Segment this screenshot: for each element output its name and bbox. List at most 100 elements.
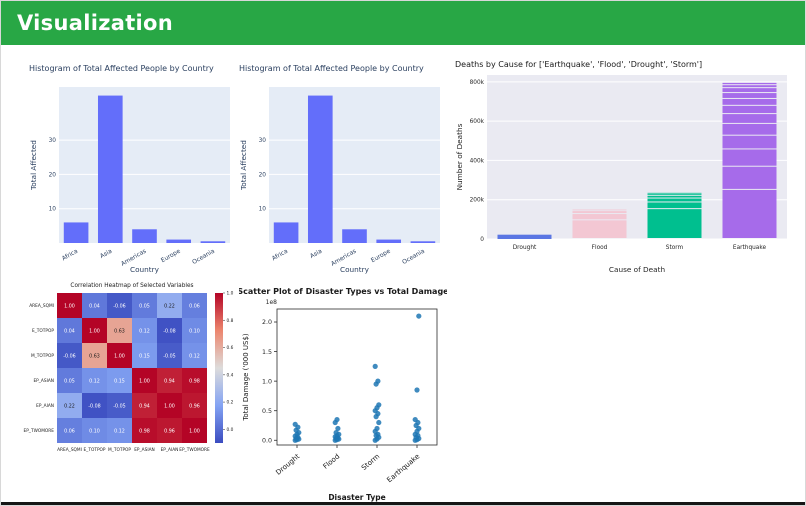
svg-text:0.94: 0.94 xyxy=(139,403,150,409)
svg-text:E_TOTPOP: E_TOTPOP xyxy=(32,328,54,334)
svg-text:EP_AIAN: EP_AIAN xyxy=(161,447,179,453)
svg-text:0.0: 0.0 xyxy=(227,427,234,433)
svg-text:1.00: 1.00 xyxy=(64,303,75,309)
svg-text:-0.05: -0.05 xyxy=(113,403,125,409)
svg-text:Country: Country xyxy=(130,265,160,274)
svg-text:0.05: 0.05 xyxy=(139,303,150,309)
svg-text:0.10: 0.10 xyxy=(189,328,200,334)
svg-text:EP_AIAN: EP_AIAN xyxy=(36,403,54,409)
page-header: Visualization xyxy=(1,1,805,45)
svg-text:EP_TWOMORE: EP_TWOMORE xyxy=(179,447,210,453)
svg-text:0.05: 0.05 xyxy=(64,378,75,384)
svg-text:10: 10 xyxy=(49,207,57,213)
svg-text:Oceania: Oceania xyxy=(401,248,426,266)
svg-text:400k: 400k xyxy=(470,158,485,164)
svg-text:1.0: 1.0 xyxy=(227,291,234,297)
svg-text:0.06: 0.06 xyxy=(64,428,75,434)
svg-text:0.2: 0.2 xyxy=(227,400,234,406)
svg-text:Total Affected: Total Affected xyxy=(239,140,248,191)
svg-text:0.8: 0.8 xyxy=(227,318,234,324)
svg-text:Africa: Africa xyxy=(61,248,80,263)
svg-text:1.0: 1.0 xyxy=(262,378,272,385)
svg-text:Disaster Type: Disaster Type xyxy=(328,493,385,502)
svg-text:0.12: 0.12 xyxy=(189,353,200,359)
svg-text:1.5: 1.5 xyxy=(262,349,272,356)
svg-text:-0.08: -0.08 xyxy=(163,328,175,334)
svg-text:Flood: Flood xyxy=(322,452,342,470)
svg-text:M_TOTPOP: M_TOTPOP xyxy=(108,447,131,453)
svg-text:0.06: 0.06 xyxy=(189,303,200,309)
svg-text:Asia: Asia xyxy=(99,248,114,261)
window-bottom-edge xyxy=(1,502,805,505)
svg-text:30: 30 xyxy=(259,138,267,144)
svg-text:0.10: 0.10 xyxy=(89,428,100,434)
svg-text:Drought: Drought xyxy=(274,452,301,477)
svg-text:0.0: 0.0 xyxy=(262,437,272,444)
svg-text:20: 20 xyxy=(259,172,267,178)
svg-text:-0.08: -0.08 xyxy=(88,403,100,409)
svg-text:Africa: Africa xyxy=(271,248,290,263)
svg-text:Cause of Death: Cause of Death xyxy=(609,265,665,274)
svg-text:Storm: Storm xyxy=(666,245,684,251)
svg-text:0.15: 0.15 xyxy=(139,353,150,359)
correlation-heatmap: Correlation Heatmap of Selected Variable… xyxy=(15,279,239,503)
svg-text:Europe: Europe xyxy=(370,248,392,265)
svg-text:0.22: 0.22 xyxy=(64,403,75,409)
svg-text:1.00: 1.00 xyxy=(89,328,100,334)
svg-text:1.00: 1.00 xyxy=(139,378,150,384)
svg-text:Number of Deaths: Number of Deaths xyxy=(455,123,464,190)
svg-text:Histogram of Total Affected Pe: Histogram of Total Affected People by Co… xyxy=(239,64,424,73)
svg-text:0.63: 0.63 xyxy=(114,328,125,334)
svg-text:E_TOTPOP: E_TOTPOP xyxy=(83,447,105,453)
svg-text:0.12: 0.12 xyxy=(139,328,150,334)
svg-text:0.4: 0.4 xyxy=(227,372,234,378)
svg-text:Oceania: Oceania xyxy=(191,248,216,266)
svg-text:0.12: 0.12 xyxy=(89,378,100,384)
svg-text:0.12: 0.12 xyxy=(114,428,125,434)
svg-text:Deaths by Cause for ['Earthqua: Deaths by Cause for ['Earthquake', 'Floo… xyxy=(455,60,702,69)
svg-text:200k: 200k xyxy=(470,198,485,204)
svg-text:Correlation Heatmap of Selecte: Correlation Heatmap of Selected Variable… xyxy=(70,283,193,289)
svg-text:-0.06: -0.06 xyxy=(63,353,75,359)
deaths-by-cause-chart: 0 200k 400k 600k 800k Drought Flood Storm Earthq… xyxy=(453,57,793,275)
svg-text:0.04: 0.04 xyxy=(89,303,100,309)
svg-text:1.00: 1.00 xyxy=(114,353,125,359)
svg-text:0: 0 xyxy=(480,237,484,243)
svg-text:800k: 800k xyxy=(470,80,485,86)
svg-text:1.00: 1.00 xyxy=(189,428,200,434)
svg-text:EP_ASIAN: EP_ASIAN xyxy=(134,447,155,453)
svg-text:10: 10 xyxy=(259,207,267,213)
svg-text:2.0: 2.0 xyxy=(262,319,272,326)
svg-text:20: 20 xyxy=(49,172,57,178)
svg-text:1e8: 1e8 xyxy=(266,299,278,306)
svg-text:Storm: Storm xyxy=(360,452,381,472)
svg-text:Europe: Europe xyxy=(160,248,182,265)
svg-text:Asia: Asia xyxy=(309,248,324,261)
charts-area: 10 20 30 Africa Asia Americas Europe Oceania His… xyxy=(1,45,805,505)
svg-text:AREA_SQMI: AREA_SQMI xyxy=(57,447,82,453)
svg-text:AREA_SQMI: AREA_SQMI xyxy=(29,303,54,309)
svg-text:Earthquake: Earthquake xyxy=(733,245,767,251)
svg-text:M_TOTPOP: M_TOTPOP xyxy=(31,353,54,359)
svg-text:-0.06: -0.06 xyxy=(113,303,125,309)
page-title: Visualization xyxy=(17,11,174,35)
svg-text:0.94: 0.94 xyxy=(164,378,175,384)
svg-text:Scatter Plot of Disaster Types: Scatter Plot of Disaster Types vs Total … xyxy=(239,287,447,296)
histogram-total-affected-middle: 10 20 30 Africa Asia Americas Europe Oceania His… xyxy=(237,61,445,275)
svg-text:0.98: 0.98 xyxy=(189,378,200,384)
svg-text:0.04: 0.04 xyxy=(64,328,75,334)
svg-text:600k: 600k xyxy=(470,119,485,125)
svg-text:0.6: 0.6 xyxy=(227,345,234,351)
svg-text:0.15: 0.15 xyxy=(114,378,125,384)
svg-text:Country: Country xyxy=(340,265,370,274)
svg-text:0.22: 0.22 xyxy=(164,303,175,309)
svg-text:0.98: 0.98 xyxy=(139,428,150,434)
svg-text:-0.05: -0.05 xyxy=(163,353,175,359)
svg-text:30: 30 xyxy=(49,138,57,144)
svg-text:0.96: 0.96 xyxy=(164,428,175,434)
svg-text:Flood: Flood xyxy=(592,245,608,251)
svg-text:Earthquake: Earthquake xyxy=(385,452,421,484)
svg-text:0.5: 0.5 xyxy=(262,408,272,415)
svg-text:0.96: 0.96 xyxy=(189,403,200,409)
